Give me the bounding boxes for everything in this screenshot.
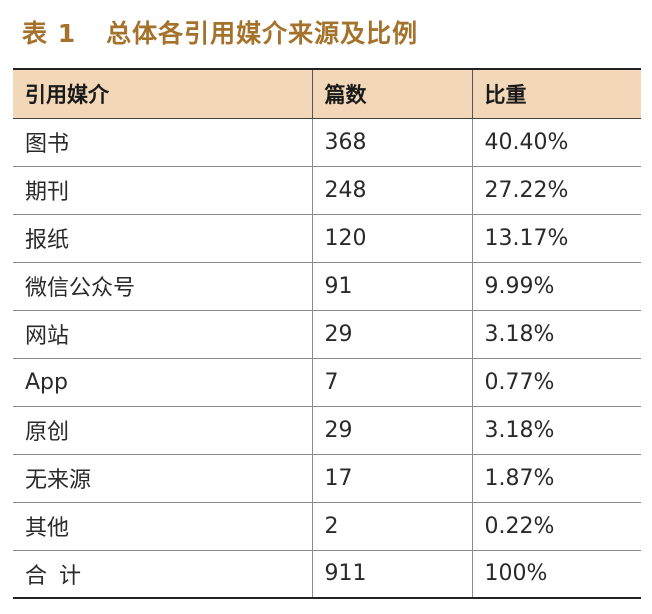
cell-count: 120 [311, 214, 472, 263]
table-row: 其他 2 0.22% [13, 502, 641, 551]
cell-ratio: 3.18% [471, 406, 641, 455]
cell-count: 91 [311, 262, 472, 311]
cell-media: App [13, 358, 312, 407]
cell-ratio: 27.22% [471, 166, 641, 215]
cell-count: 2 [311, 502, 472, 551]
table-caption: 表 1 总体各引用媒介来源及比例 [22, 14, 418, 50]
table-row: 无来源 17 1.87% [13, 454, 641, 503]
cell-ratio: 0.22% [471, 502, 641, 551]
cell-count: 17 [311, 454, 472, 503]
cell-media: 原创 [13, 406, 312, 455]
cell-media: 微信公众号 [13, 262, 312, 311]
table-number: 表 1 [22, 19, 77, 48]
header-count: 篇数 [311, 68, 472, 119]
table-header-row: 引用媒介 篇数 比重 [13, 68, 641, 119]
cell-media: 其他 [13, 502, 312, 551]
cell-count: 29 [311, 310, 472, 359]
table-row: 图书 368 40.40% [13, 118, 641, 167]
table-row: 报纸 120 13.17% [13, 214, 641, 263]
cell-count: 7 [311, 358, 472, 407]
cell-media: 网站 [13, 310, 312, 359]
data-table: 引用媒介 篇数 比重 图书 368 40.40% 期刊 248 27.22% 报… [13, 68, 641, 599]
cell-count: 368 [311, 118, 472, 167]
cell-ratio: 9.99% [471, 262, 641, 311]
cell-count-total: 911 [311, 550, 472, 599]
table-title: 总体各引用媒介来源及比例 [106, 19, 419, 48]
cell-count: 248 [311, 166, 472, 215]
cell-media: 图书 [13, 118, 312, 167]
cell-media: 报纸 [13, 214, 312, 263]
table-row: App 7 0.77% [13, 358, 641, 407]
cell-media-total: 合计 [13, 550, 312, 599]
table-total-row: 合计 911 100% [13, 550, 641, 599]
cell-ratio: 13.17% [471, 214, 641, 263]
cell-ratio: 0.77% [471, 358, 641, 407]
cell-media: 无来源 [13, 454, 312, 503]
cell-ratio: 3.18% [471, 310, 641, 359]
table-row: 期刊 248 27.22% [13, 166, 641, 215]
cell-ratio: 1.87% [471, 454, 641, 503]
header-ratio: 比重 [471, 68, 641, 119]
table-row: 微信公众号 91 9.99% [13, 262, 641, 311]
table-row: 原创 29 3.18% [13, 406, 641, 455]
cell-ratio-total: 100% [471, 550, 641, 599]
table-row: 网站 29 3.18% [13, 310, 641, 359]
header-media: 引用媒介 [13, 68, 312, 119]
cell-ratio: 40.40% [471, 118, 641, 167]
cell-media: 期刊 [13, 166, 312, 215]
cell-count: 29 [311, 406, 472, 455]
